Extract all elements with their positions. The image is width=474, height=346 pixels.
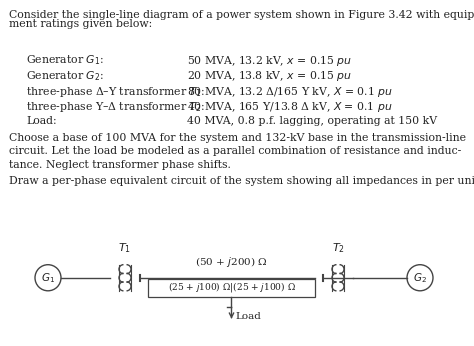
Text: Draw a per-phase equivalent circuit of the system showing all impedances in per : Draw a per-phase equivalent circuit of t… [9, 176, 474, 186]
Text: 40 MVA, 0.8 p.f. lagging, operating at 150 kV: 40 MVA, 0.8 p.f. lagging, operating at 1… [187, 116, 438, 126]
Text: three-phase Δ–Y transformer $T_1$:: three-phase Δ–Y transformer $T_1$: [26, 85, 205, 99]
Text: Load:: Load: [26, 116, 57, 126]
Text: $G_1$: $G_1$ [41, 271, 55, 285]
Text: Load: Load [236, 312, 261, 321]
Text: 20 MVA, 13.8 kV, $x$ = 0.15 $pu$: 20 MVA, 13.8 kV, $x$ = 0.15 $pu$ [187, 69, 352, 83]
Text: Choose a base of 100 MVA for the system and 132-kV base in the transmission-line: Choose a base of 100 MVA for the system … [9, 133, 465, 143]
Text: 40 MVA, 165 Y/13.8 Δ kV, $X$ = 0.1 $pu$: 40 MVA, 165 Y/13.8 Δ kV, $X$ = 0.1 $pu$ [187, 100, 393, 114]
Text: 50 MVA, 13.2 kV, $x$ = 0.15 $pu$: 50 MVA, 13.2 kV, $x$ = 0.15 $pu$ [187, 54, 353, 67]
Text: Generator $G_1$:: Generator $G_1$: [26, 54, 104, 67]
Text: (50 + $j$200) Ω: (50 + $j$200) Ω [195, 255, 268, 269]
Text: ment ratings given below:: ment ratings given below: [9, 19, 152, 29]
Text: three-phase Y–Δ transformer $T_2$:: three-phase Y–Δ transformer $T_2$: [26, 100, 205, 114]
Text: 80 MVA, 13.2 Δ/165 Y kV, $X$ = 0.1 $pu$: 80 MVA, 13.2 Δ/165 Y kV, $X$ = 0.1 $pu$ [187, 85, 393, 99]
Text: $T_1$: $T_1$ [118, 241, 131, 255]
Text: Generator $G_2$:: Generator $G_2$: [26, 69, 104, 83]
Text: $T_2$: $T_2$ [331, 241, 345, 255]
Text: Consider the single-line diagram of a power system shown in Figure 3.42 with equ: Consider the single-line diagram of a po… [9, 10, 474, 20]
Text: $G_2$: $G_2$ [413, 271, 427, 285]
Text: (25 + $j$100) Ω|(25 + $j$100) Ω: (25 + $j$100) Ω|(25 + $j$100) Ω [168, 280, 295, 294]
Text: tance. Neglect transformer phase shifts.: tance. Neglect transformer phase shifts. [9, 160, 230, 170]
Bar [148, 279, 315, 297]
Text: circuit. Let the load be modeled as a parallel combination of resistance and ind: circuit. Let the load be modeled as a pa… [9, 146, 461, 156]
